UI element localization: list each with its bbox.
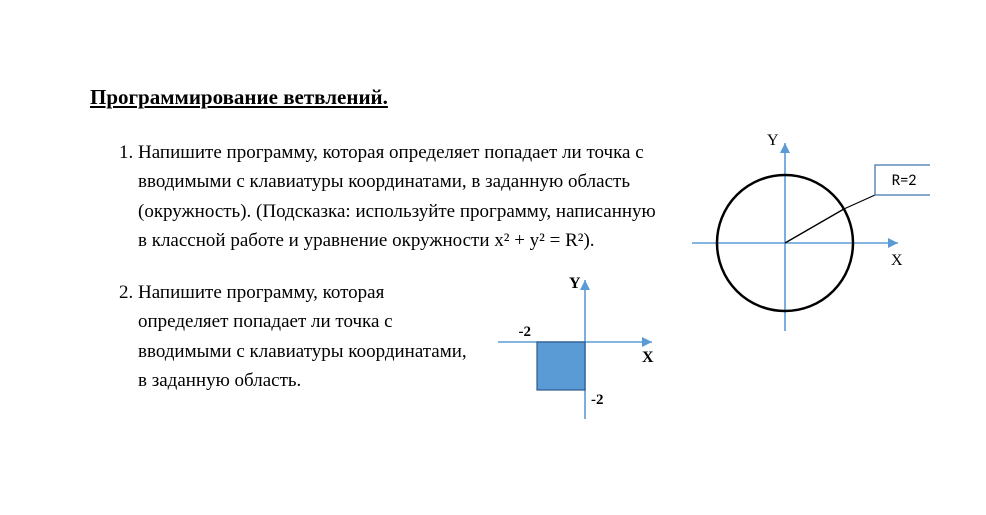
page-title: Программирование ветвлений. [90, 85, 926, 110]
task-list: Напишите программу, которая определяет п… [90, 138, 660, 436]
figure-2-svg: Y X -2 -2 [490, 272, 660, 427]
x-axis-label: X [642, 349, 654, 366]
x-tick--2: -2 [519, 324, 532, 340]
task-2-row: Напишите программу, которая определяет п… [138, 278, 660, 436]
figure-2: Y X -2 -2 [490, 272, 660, 436]
document-page: Программирование ветвлений. Напишите про… [0, 0, 986, 515]
task-list-container: Напишите программу, которая определяет п… [90, 138, 660, 458]
r-label-text: R=2 [892, 171, 917, 190]
task-1: Напишите программу, которая определяет п… [138, 138, 660, 256]
y-axis-label: Y [569, 275, 581, 292]
task-2: Напишите программу, которая определяет п… [138, 278, 660, 436]
task-1-equation: x² + y² = R² [494, 230, 583, 251]
task-2-text: Напишите программу, которая определяет п… [138, 278, 472, 396]
x-axis-label: X [891, 252, 903, 269]
task-1-text-b: ). [583, 230, 594, 251]
y-axis-label: Y [767, 132, 779, 149]
y-tick--2: -2 [591, 392, 604, 408]
figure-1-svg: R=2 Y X [670, 128, 930, 338]
content-row: Напишите программу, которая определяет п… [90, 138, 926, 458]
figure-1: R=2 Y X [670, 128, 930, 343]
